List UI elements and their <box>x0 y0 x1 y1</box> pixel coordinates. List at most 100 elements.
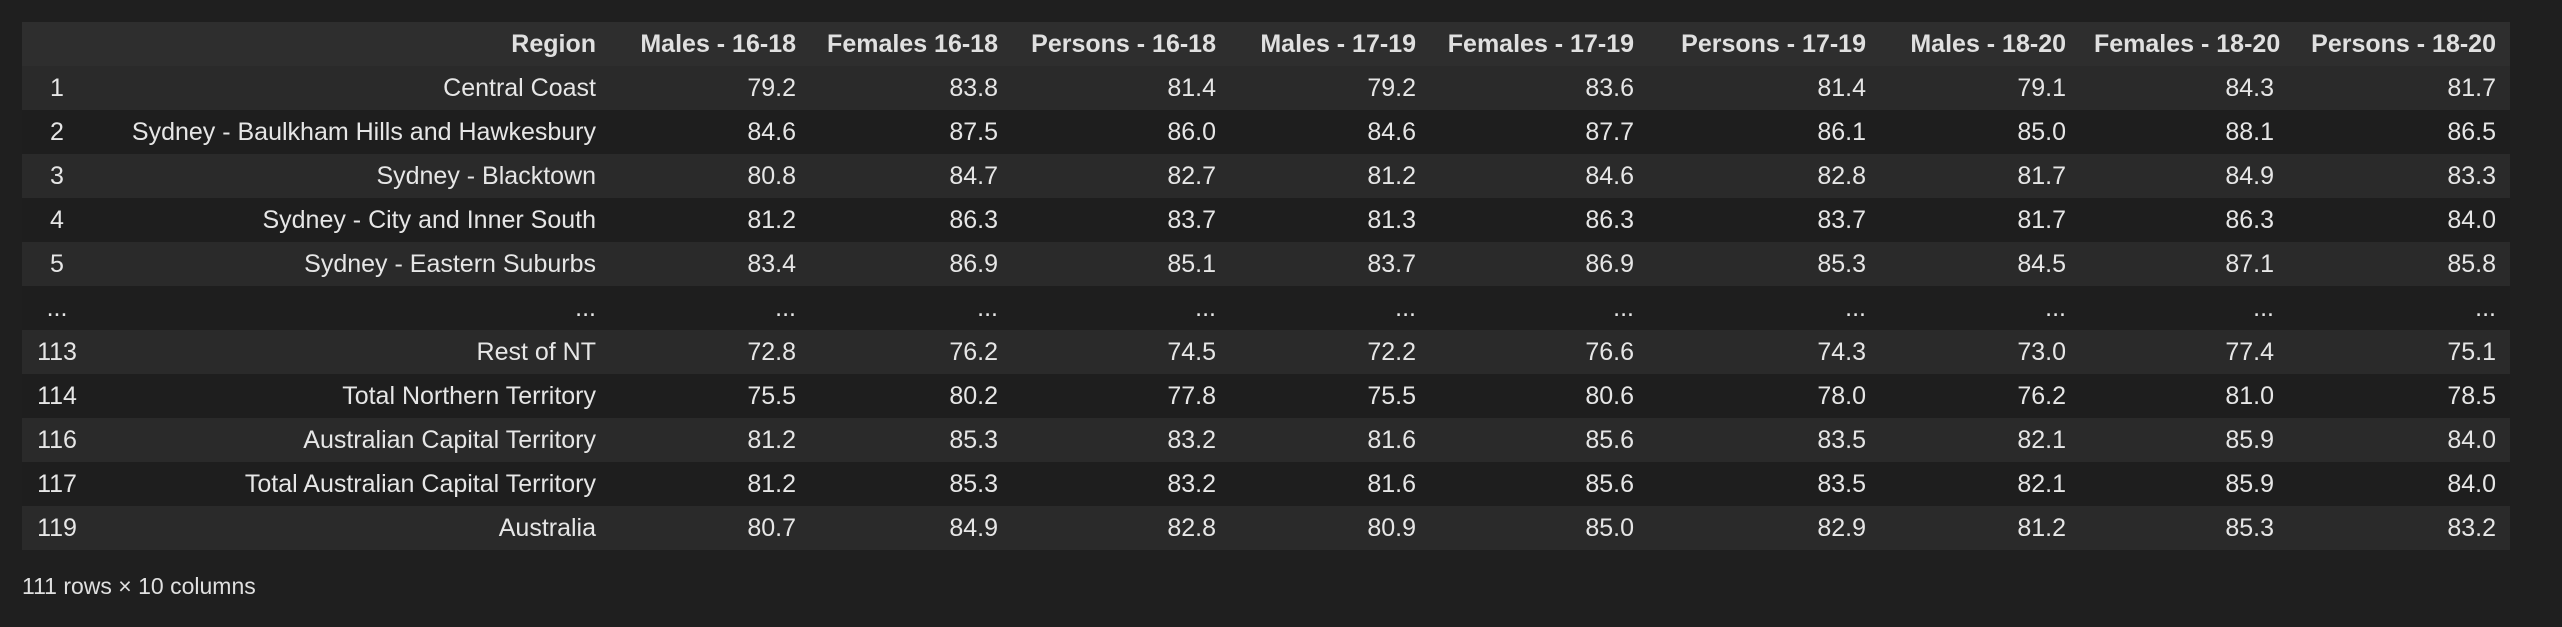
value-cell: 85.8 <box>2447 249 2496 278</box>
value-cell: 85.6 <box>1585 469 1634 498</box>
table-row: 114 Total Northern Territory 75.5 80.2 77.8 7… <box>22 374 2510 418</box>
value-cell: 80.2 <box>949 381 998 410</box>
value-cell: 85.0 <box>2017 117 2066 146</box>
region-cell: Australian Capital Territory <box>303 425 596 454</box>
table-row: ................................. <box>22 286 2510 330</box>
region-cell: Total Australian Capital Territory <box>244 469 596 498</box>
value-cell: 75.5 <box>747 381 796 410</box>
value-cell: ... <box>2475 293 2496 322</box>
value-cell: 82.7 <box>1167 161 1216 190</box>
shape-summary: 111 rows × 10 columns <box>22 573 256 599</box>
value-cell: ... <box>1845 293 1866 322</box>
row-index: 5 <box>50 249 64 278</box>
value-cell: 85.3 <box>949 425 998 454</box>
value-cell: 84.5 <box>2017 249 2066 278</box>
value-cell: 83.6 <box>1585 73 1634 102</box>
value-cell: 87.7 <box>1585 117 1634 146</box>
region-cell: Central Coast <box>443 73 596 102</box>
value-cell: 80.8 <box>747 161 796 190</box>
region-cell: Sydney - Baulkham Hills and Hawkesbury <box>131 117 596 146</box>
column-header: Persons - 18-20 <box>2288 22 2510 66</box>
value-cell: 81.2 <box>747 425 796 454</box>
value-cell: ... <box>1195 293 1216 322</box>
table-row: 2 Sydney - Baulkham Hills and Hawkesbury 8… <box>22 110 2510 154</box>
value-cell: 84.9 <box>949 513 998 542</box>
value-cell: 79.2 <box>1367 73 1416 102</box>
value-cell: 82.1 <box>2017 425 2066 454</box>
value-cell: 81.4 <box>1817 73 1866 102</box>
value-cell: 83.3 <box>2447 161 2496 190</box>
value-cell: 83.8 <box>949 73 998 102</box>
table-row: 116 Australian Capital Territory 81.2 85.3 8… <box>22 418 2510 462</box>
value-cell: 75.1 <box>2447 337 2496 366</box>
value-cell: 81.6 <box>1367 425 1416 454</box>
value-cell: 84.3 <box>2225 73 2274 102</box>
row-index: 114 <box>37 381 77 410</box>
value-cell: 81.6 <box>1367 469 1416 498</box>
value-cell: 83.7 <box>1167 205 1216 234</box>
value-cell: 74.5 <box>1167 337 1216 366</box>
row-index: 2 <box>50 117 64 146</box>
value-cell: 83.4 <box>747 249 796 278</box>
column-header: Persons - 17-19 <box>1648 22 1880 66</box>
index-header <box>22 22 92 66</box>
value-cell: 78.0 <box>1817 381 1866 410</box>
value-cell: 84.6 <box>1585 161 1634 190</box>
table-row: 4 Sydney - City and Inner South 81.2 86.3 83… <box>22 198 2510 242</box>
value-cell: 76.2 <box>2017 381 2066 410</box>
table-row: 113 Rest of NT 72.8 76.2 74.5 72.2 76.6 74.3 73.… <box>22 330 2510 374</box>
value-cell: 81.2 <box>1367 161 1416 190</box>
region-cell: Total Northern Territory <box>342 381 596 410</box>
value-cell: 84.6 <box>747 117 796 146</box>
value-cell: 75.5 <box>1367 381 1416 410</box>
value-cell: 83.2 <box>2447 513 2496 542</box>
value-cell: 83.2 <box>1167 469 1216 498</box>
table-row: 119 Australia 80.7 84.9 82.8 80.9 85.0 82.9 81.2… <box>22 506 2510 550</box>
column-header: Males - 17-19 <box>1230 22 1430 66</box>
value-cell: 77.8 <box>1167 381 1216 410</box>
value-cell: 83.7 <box>1367 249 1416 278</box>
table-row: 3 Sydney - Blacktown 80.8 84.7 82.7 81.2 84.6 8… <box>22 154 2510 198</box>
value-cell: 72.8 <box>747 337 796 366</box>
column-header: Region <box>92 22 610 66</box>
value-cell: 85.9 <box>2225 425 2274 454</box>
value-cell: ... <box>977 293 998 322</box>
value-cell: 85.1 <box>1167 249 1216 278</box>
value-cell: 81.2 <box>2017 513 2066 542</box>
value-cell: 84.0 <box>2447 469 2496 498</box>
value-cell: 86.5 <box>2447 117 2496 146</box>
region-cell: Sydney - Blacktown <box>376 161 596 190</box>
value-cell: 81.7 <box>2017 161 2066 190</box>
value-cell: 84.9 <box>2225 161 2274 190</box>
value-cell: 88.1 <box>2225 117 2274 146</box>
value-cell: 83.5 <box>1817 469 1866 498</box>
value-cell: 80.7 <box>747 513 796 542</box>
value-cell: 76.6 <box>1585 337 1634 366</box>
value-cell: 72.2 <box>1367 337 1416 366</box>
value-cell: 87.5 <box>949 117 998 146</box>
value-cell: 77.4 <box>2225 337 2274 366</box>
value-cell: 78.5 <box>2447 381 2496 410</box>
value-cell: 82.9 <box>1817 513 1866 542</box>
value-cell: 86.9 <box>949 249 998 278</box>
value-cell: 74.3 <box>1817 337 1866 366</box>
value-cell: ... <box>775 293 796 322</box>
value-cell: 86.0 <box>1167 117 1216 146</box>
value-cell: 86.3 <box>2225 205 2274 234</box>
value-cell: 85.6 <box>1585 425 1634 454</box>
row-index: 1 <box>50 73 64 102</box>
row-index: 119 <box>37 513 77 542</box>
value-cell: 84.0 <box>2447 205 2496 234</box>
row-index: 4 <box>50 205 64 234</box>
value-cell: 85.0 <box>1585 513 1634 542</box>
value-cell: 79.2 <box>747 73 796 102</box>
value-cell: 85.3 <box>949 469 998 498</box>
value-cell: 81.7 <box>2017 205 2066 234</box>
value-cell: 81.3 <box>1367 205 1416 234</box>
value-cell: 81.7 <box>2447 73 2496 102</box>
value-cell: 84.6 <box>1367 117 1416 146</box>
value-cell: ... <box>1613 293 1634 322</box>
region-cell: Rest of NT <box>476 337 596 366</box>
table-row: 5 Sydney - Eastern Suburbs 83.4 86.9 85.1 83.… <box>22 242 2510 286</box>
